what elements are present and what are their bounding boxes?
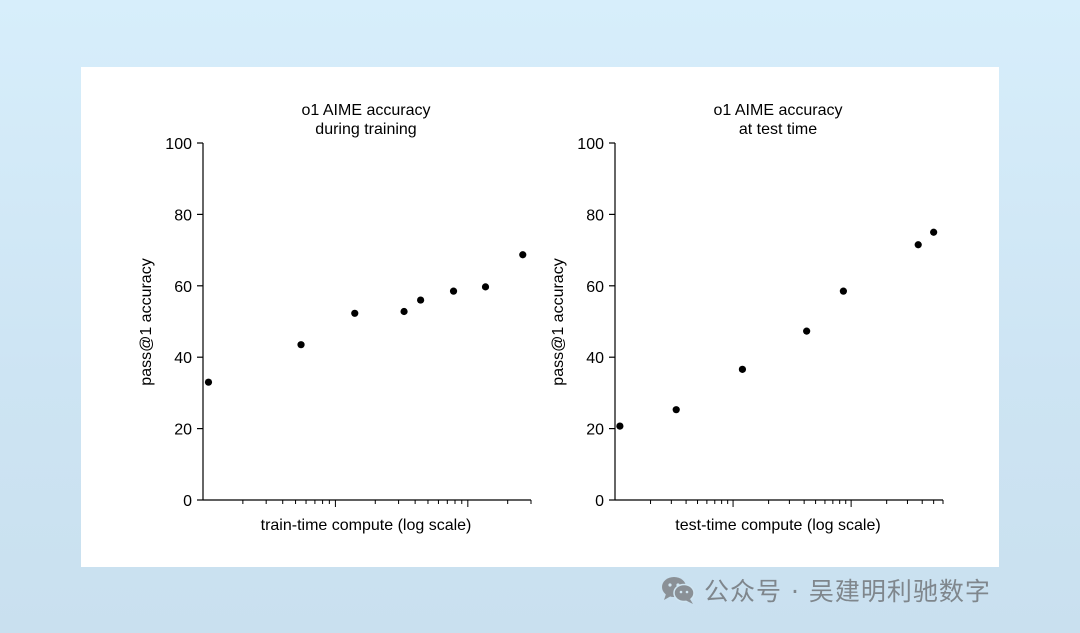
data-point <box>449 287 458 295</box>
data-point <box>738 365 747 373</box>
data-point <box>204 378 213 386</box>
watermark: 公众号 · 吴建明利驰数字 <box>660 570 991 610</box>
charts-figure: o1 AIME accuracy during training 0 20 40 60 80… <box>138 102 944 534</box>
chart-title-line: o1 AIME accuracy <box>714 102 843 119</box>
x-axis-label: train-time compute (log scale) <box>261 517 472 534</box>
data-point <box>351 309 359 317</box>
data-point <box>400 307 408 316</box>
y-tick-label: 60 <box>174 279 192 296</box>
y-axis-label: pass@1 accuracy <box>138 258 155 385</box>
y-tick-label: 100 <box>165 136 192 153</box>
y-axis-label: pass@1 accuracy <box>550 258 567 385</box>
data-point <box>672 406 680 414</box>
data-point <box>417 296 425 304</box>
x-axis-label: test-time compute (log scale) <box>675 517 880 534</box>
chart-title-line: during training <box>315 121 416 138</box>
data-point <box>481 283 490 291</box>
chart-panel-1: o1 AIME accuracy during training 0 20 40 60 80… <box>138 102 532 534</box>
y-tick-label: 40 <box>174 350 192 367</box>
y-tick-label: 0 <box>595 493 604 510</box>
data-point <box>914 241 922 249</box>
y-tick-label: 40 <box>586 350 604 367</box>
y-tick-label: 80 <box>586 207 604 224</box>
chart-card: o1 AIME accuracy during training 0 20 40 60 80… <box>81 67 999 567</box>
y-tick-label: 20 <box>174 422 192 439</box>
y-tick-label: 60 <box>586 279 604 296</box>
chart-title-line: at test time <box>739 121 817 138</box>
wechat-icon <box>662 577 695 604</box>
data-point <box>930 228 938 236</box>
y-tick-label: 100 <box>577 136 604 153</box>
data-point <box>616 422 624 430</box>
y-tick-label: 20 <box>586 422 604 439</box>
chart-panel-2: o1 AIME accuracy at test time 0 20 40 60 80 100… <box>550 102 944 534</box>
y-tick-label: 80 <box>174 207 192 224</box>
data-point <box>297 341 305 349</box>
y-tick-label: 0 <box>183 493 192 510</box>
data-point <box>803 327 811 335</box>
chart-title-line: o1 AIME accuracy <box>302 102 431 119</box>
data-point <box>839 287 847 295</box>
watermark-text: 公众号 · 吴建明利驰数字 <box>704 577 991 606</box>
data-point <box>519 251 527 259</box>
